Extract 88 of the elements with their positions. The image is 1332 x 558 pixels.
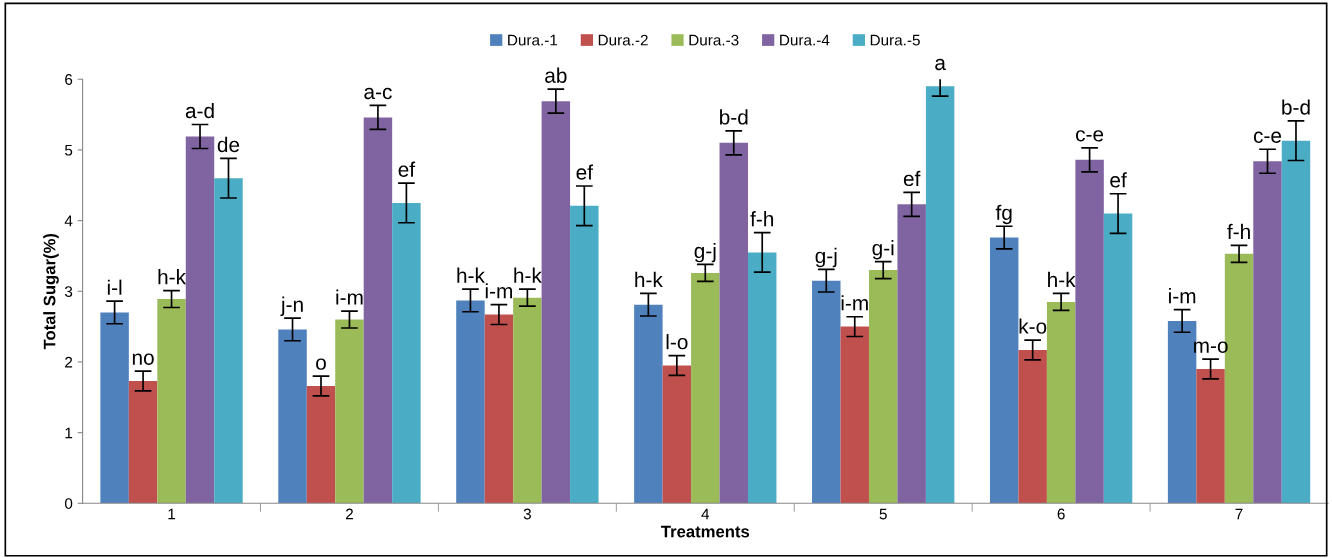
x-tick-label: 1 (168, 508, 176, 520)
bar (278, 329, 307, 504)
bar (634, 304, 663, 504)
bar (840, 326, 869, 504)
data-label: i-l (107, 279, 122, 295)
bar (989, 237, 1019, 504)
data-label: h-k (158, 269, 187, 285)
data-label: h-k (635, 271, 663, 287)
data-label: a (935, 58, 946, 71)
data-label: c-e (1253, 131, 1282, 143)
bar (719, 142, 748, 504)
data-label: h-k (457, 267, 485, 283)
data-label: ef (903, 170, 921, 187)
data-label: i-m (485, 283, 512, 299)
data-label: g-j (815, 247, 837, 268)
data-label: g-j (694, 242, 716, 263)
data-label: i-m (336, 289, 363, 305)
y-tick-label: 3 (64, 286, 73, 297)
bar (214, 178, 243, 504)
bar (1196, 369, 1225, 504)
bar (1018, 349, 1047, 504)
bar (541, 101, 571, 504)
bar (812, 280, 841, 504)
y-tick-label: 6 (65, 74, 73, 85)
y-tick-label: 5 (64, 144, 73, 156)
data-label: k-o (1019, 318, 1047, 334)
bar (570, 205, 599, 504)
bar (306, 385, 336, 504)
data-label: l-o (666, 334, 688, 350)
bar (456, 300, 485, 504)
data-label: b-d (720, 109, 748, 125)
data-label: b-d (1282, 99, 1310, 115)
data-label: ab (545, 67, 567, 83)
legend-label: Dura.-1 (508, 34, 558, 46)
legend-label: Dura.-4 (780, 34, 830, 46)
bar (897, 204, 926, 504)
data-label: no (132, 353, 154, 365)
bar (185, 136, 215, 504)
bar (128, 381, 158, 504)
data-label: de (217, 136, 240, 153)
data-label: ef (576, 164, 594, 180)
x-tick-label: 7 (1235, 508, 1243, 520)
data-label: o (316, 358, 326, 370)
bar (1103, 213, 1133, 504)
legend-label: Dura.-2 (598, 34, 648, 46)
bar (747, 252, 777, 504)
bar (100, 312, 129, 504)
x-axis-title: Treatments (661, 525, 750, 538)
data-label: ef (398, 161, 416, 177)
bar (662, 365, 692, 504)
y-axis-title: Total Sugar(%) (43, 233, 59, 350)
data-label: a-d (185, 102, 214, 119)
data-label: f-h (1227, 223, 1250, 239)
legend-label: Dura.-5 (870, 34, 920, 46)
data-label: i-m (841, 295, 868, 311)
data-label: a-c (364, 87, 392, 100)
bar (1046, 301, 1076, 504)
data-label: c-e (1076, 130, 1104, 142)
x-tick-label: 5 (879, 508, 887, 520)
bar (1075, 159, 1104, 504)
x-tick-label: 3 (523, 508, 531, 520)
data-label: j-n (280, 296, 303, 317)
data-label: f-h (750, 211, 774, 227)
bar (1281, 140, 1311, 504)
y-tick-label: 4 (64, 215, 73, 227)
bar (392, 202, 421, 504)
bar (691, 272, 720, 504)
data-label: fg (995, 204, 1012, 225)
data-label: i-m (1169, 288, 1196, 304)
data-label: g-i (872, 240, 894, 260)
bar (925, 86, 955, 504)
bar (363, 117, 393, 504)
legend-label: Dura.-3 (689, 34, 739, 46)
data-label: h-k (514, 267, 542, 283)
bar (484, 314, 514, 504)
bar (1253, 161, 1282, 504)
x-tick-label: 4 (701, 508, 710, 520)
bar (157, 299, 186, 504)
bar (335, 319, 364, 504)
bar (868, 270, 898, 504)
data-label: h-k (1048, 271, 1076, 287)
y-tick-label: 2 (65, 356, 73, 368)
y-tick-label: 0 (64, 498, 73, 509)
y-tick-label: 1 (65, 427, 73, 439)
x-tick-label: 6 (1057, 508, 1065, 520)
bar (513, 297, 542, 504)
x-tick-label: 2 (345, 508, 353, 520)
data-label: ef (1110, 172, 1127, 188)
